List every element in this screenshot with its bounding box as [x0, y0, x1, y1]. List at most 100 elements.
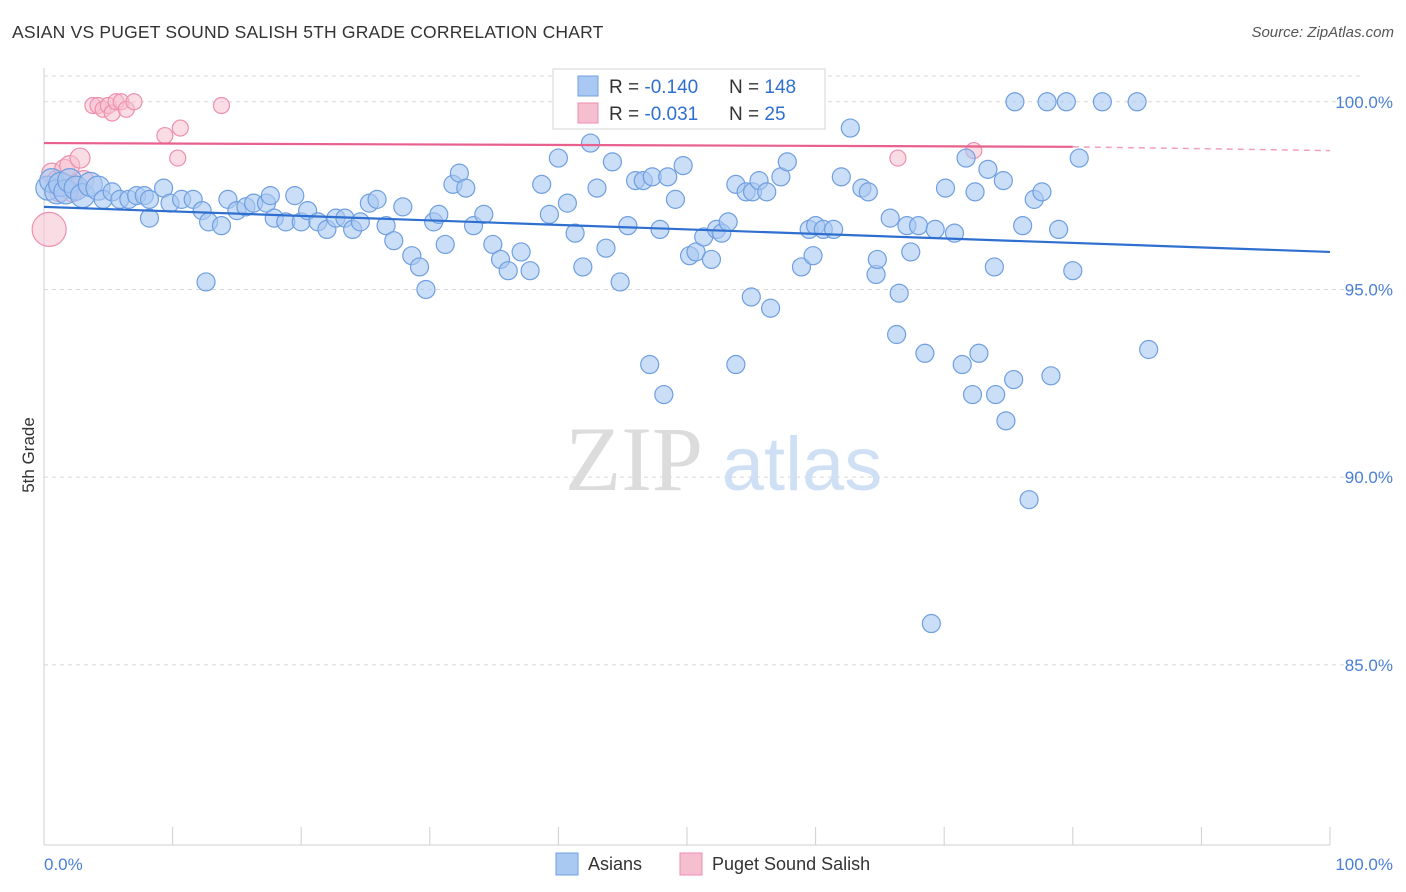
asian-point: [640, 354, 660, 375]
asian-point: [1013, 216, 1033, 236]
asian-point: [557, 193, 578, 213]
asian-point: [880, 208, 900, 228]
asian-point: [996, 411, 1016, 431]
asian-point: [1032, 182, 1052, 202]
asian-point: [962, 384, 983, 405]
asian-point: [726, 354, 746, 375]
asian-point: [196, 272, 216, 292]
asian-point: [993, 171, 1013, 191]
y-tick-label: 95.0%: [1345, 280, 1393, 299]
asian-point: [718, 212, 738, 232]
asian-point: [376, 216, 396, 236]
asian-point: [602, 152, 623, 172]
source-credit: Source: ZipAtlas.com: [1251, 24, 1394, 41]
asian-point: [211, 216, 232, 236]
asian-point: [1063, 261, 1083, 281]
asian-point: [483, 234, 503, 255]
asian-point: [409, 257, 430, 277]
x-tick-label: 0.0%: [44, 855, 83, 874]
asian-point: [573, 257, 593, 277]
asian-point: [587, 178, 607, 198]
asian-point: [921, 613, 941, 634]
y-axis-title: 5th Grade: [19, 417, 38, 493]
asian-point: [701, 249, 722, 270]
salish-point: [212, 96, 231, 115]
y-tick-label: 100.0%: [1335, 93, 1393, 112]
asian-point: [393, 197, 413, 217]
asian-point: [777, 152, 797, 172]
asian-point: [665, 189, 686, 209]
salish-trend-line: [43, 141, 1073, 148]
asian-point: [596, 238, 616, 258]
asian-point: [658, 167, 678, 187]
asian-point: [520, 261, 540, 281]
asian-point: [618, 216, 638, 236]
asian-point: [285, 186, 305, 206]
asian-point: [969, 343, 989, 363]
asian-point: [889, 283, 909, 303]
asian-trend-line: [43, 205, 1331, 254]
asian-point: [139, 189, 160, 209]
legend-salish-label: Puget Sound Salish: [712, 854, 870, 874]
asian-point: [760, 298, 781, 318]
svg-text:N = 25: N = 25: [729, 104, 786, 125]
stats-salish-n: 25: [764, 104, 785, 125]
y-tick-label: 85.0%: [1345, 656, 1393, 675]
watermark: ZIP atlas: [565, 408, 882, 510]
gridlines: [44, 75, 1360, 666]
stats-salish-swatch: [577, 102, 599, 124]
svg-text:R = -0.140: R = -0.140: [609, 77, 698, 98]
legend-salish-swatch: [679, 852, 703, 876]
asian-point: [791, 257, 812, 277]
asian-point: [498, 261, 518, 281]
asian-point: [532, 174, 552, 194]
asian-point: [935, 178, 956, 198]
watermark-atlas: atlas: [722, 422, 883, 507]
asian-point: [887, 324, 907, 345]
asian-point: [952, 354, 972, 375]
asian-point: [986, 384, 1006, 405]
asian-point: [610, 272, 630, 292]
asian-point: [831, 167, 851, 187]
asian-point: [741, 287, 761, 307]
stats-asian-r: -0.140: [644, 77, 698, 98]
asian-point: [429, 204, 449, 224]
asian-point: [1069, 148, 1089, 168]
trend-lines: [43, 141, 1331, 254]
chart-title: ASIAN VS PUGET SOUND SALISH 5TH GRADE CO…: [12, 22, 604, 42]
asian-point: [1041, 366, 1061, 386]
asian-point: [915, 343, 935, 363]
legend-asian-swatch: [555, 852, 579, 876]
asian-point: [901, 242, 921, 262]
asian-point: [965, 182, 985, 202]
asian-point: [511, 242, 531, 262]
asian-point: [456, 178, 476, 198]
stats-asian-n: 148: [764, 77, 796, 98]
stats-salish-r: -0.031: [644, 104, 698, 125]
asian-point: [260, 186, 280, 206]
asian-point: [654, 384, 674, 405]
stats-salish-n-label: N =: [729, 104, 764, 125]
asian-point: [139, 208, 160, 228]
stats-asian-n-label: N =: [729, 77, 764, 98]
legend: Asians Puget Sound Salish: [555, 852, 870, 876]
asian-point: [1037, 92, 1057, 112]
asian-point: [984, 257, 1004, 277]
asian-point: [384, 231, 404, 251]
salish-point: [69, 147, 91, 169]
asian-point: [580, 133, 601, 153]
asian-point: [416, 279, 436, 300]
asian-point: [978, 159, 998, 179]
y-tick-label: 90.0%: [1345, 468, 1393, 487]
x-tick-label: 100.0%: [1335, 855, 1393, 874]
svg-text:R = -0.031: R = -0.031: [609, 104, 698, 125]
legend-asian-label: Asians: [588, 854, 642, 874]
asian-point: [803, 246, 823, 266]
asian-point: [925, 219, 945, 240]
salish-point: [889, 149, 907, 167]
asian-point: [1056, 92, 1076, 112]
asian-point: [1092, 92, 1112, 112]
stats-asian-r-label: R =: [609, 77, 644, 98]
asian-point: [1049, 219, 1069, 240]
